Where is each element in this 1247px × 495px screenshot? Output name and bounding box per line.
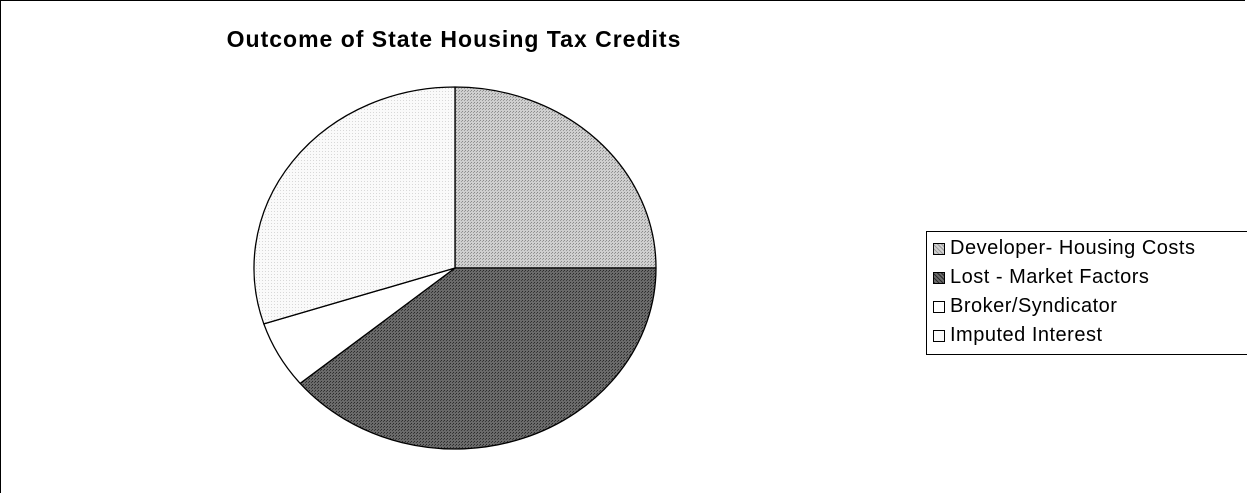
pie-slice-lost-market-factors — [299, 267, 657, 450]
legend-label: Imputed Interest — [950, 324, 1103, 346]
legend-label: Developer- Housing Costs — [950, 237, 1196, 259]
pie-slice-developer-housing-costs — [454, 86, 657, 269]
legend-item-imputed-interest: Imputed Interest — [933, 321, 1247, 350]
legend-item-lost-market-factors: Lost - Market Factors — [933, 263, 1247, 292]
legend-label: Broker/Syndicator — [950, 295, 1118, 317]
legend-swatch — [933, 271, 945, 284]
legend-swatch — [933, 300, 945, 313]
legend: Developer- Housing Costs Lost - Market F… — [926, 231, 1247, 355]
legend-swatch — [933, 329, 945, 342]
chart-title: Outcome of State Housing Tax Credits — [226, 26, 682, 52]
pie-slice-imputed-interest — [253, 86, 456, 325]
legend-item-developer-housing-costs: Developer- Housing Costs — [933, 234, 1247, 263]
legend-label: Lost - Market Factors — [950, 266, 1150, 288]
legend-item-broker-syndicator: Broker/Syndicator — [933, 292, 1247, 321]
legend-swatch — [933, 242, 945, 255]
